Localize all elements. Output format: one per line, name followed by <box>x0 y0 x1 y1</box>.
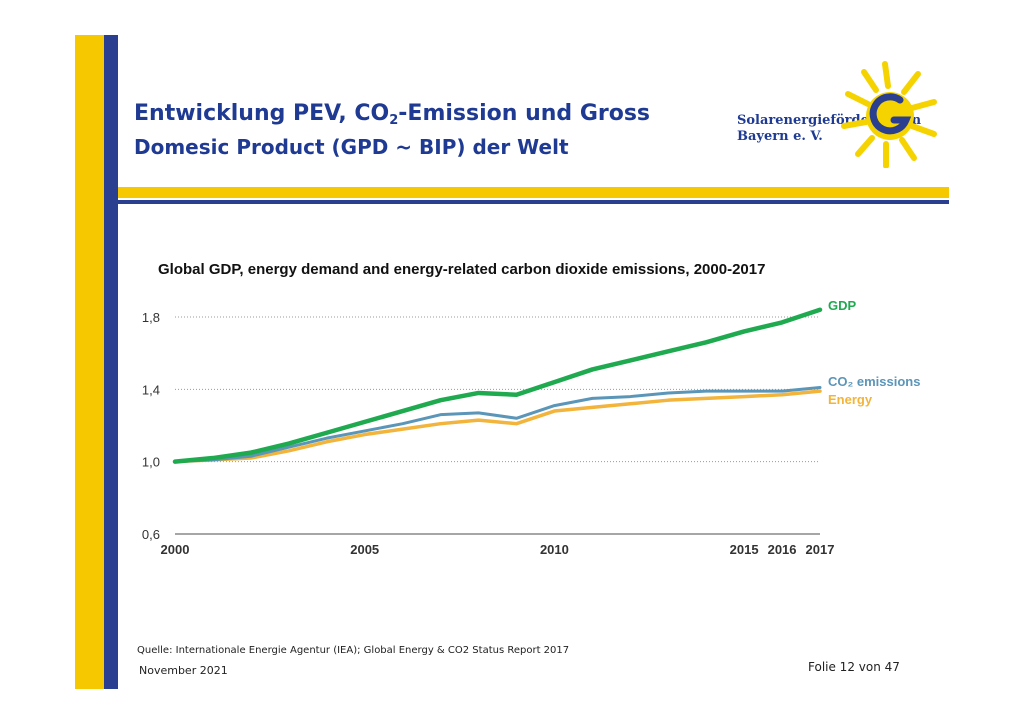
x-tick-label: 2016 <box>768 542 797 557</box>
x-tick-label: 2017 <box>806 542 835 557</box>
y-tick-label: 1,0 <box>142 455 160 470</box>
slide-title: Entwicklung PEV, CO2-Emission und Gross … <box>134 101 651 159</box>
chart-series <box>172 307 823 464</box>
x-axis-ticks: 2000 2005 2010 2015 2016 2017 <box>161 542 835 557</box>
series-label: Energy <box>828 392 873 407</box>
header-blue-rule <box>118 200 949 204</box>
series-line <box>173 386 822 464</box>
x-tick-label: 2015 <box>730 542 759 557</box>
y-tick-label: 1,4 <box>142 382 160 397</box>
y-tick-label: 0,6 <box>142 527 160 542</box>
series-label: CO₂ emissions <box>828 374 920 389</box>
slide-date: November 2021 <box>139 664 228 677</box>
chart-title: Global GDP, energy demand and energy-rel… <box>158 261 765 278</box>
x-tick-label: 2000 <box>161 542 190 557</box>
sun-logo-icon <box>841 61 937 168</box>
left-blue-bar <box>104 35 118 689</box>
series-line <box>173 389 822 464</box>
source-note: Quelle: Internationale Energie Agentur (… <box>137 645 570 656</box>
series-label: GDP <box>828 298 857 313</box>
series-line <box>172 307 823 464</box>
header-yellow-rule <box>118 187 949 198</box>
y-tick-label: 1,8 <box>142 310 160 325</box>
chart-grid <box>175 316 820 535</box>
left-yellow-bar <box>75 35 104 689</box>
series-labels: GDP CO₂ emissions Energy <box>828 298 920 407</box>
slide-number: Folie 12 von 47 <box>808 660 900 674</box>
x-tick-label: 2005 <box>350 542 379 557</box>
x-tick-label: 2010 <box>540 542 569 557</box>
y-axis-ticks: 0,6 1,0 1,4 1,8 <box>142 310 160 542</box>
